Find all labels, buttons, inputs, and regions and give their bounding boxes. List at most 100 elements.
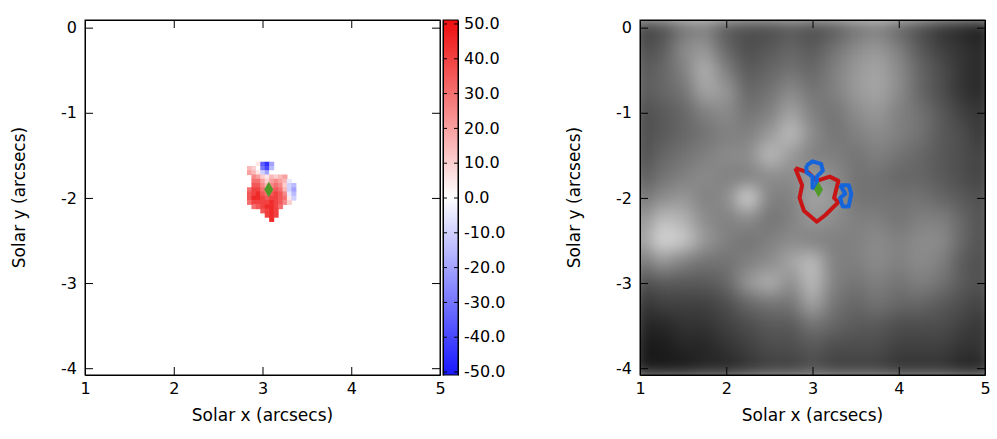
image-cell [866,187,888,209]
image-cell [651,60,673,82]
x-tick-mark [174,367,175,375]
y-tick: -2 [616,189,648,208]
y-tick-label: -2 [616,189,632,208]
y-tick: -4 [616,359,648,378]
image-cell [953,81,975,103]
image-cell [974,209,985,231]
plot-area [640,20,985,375]
image-cell [759,209,781,231]
image-cell [931,81,953,103]
image-cell [931,336,953,358]
colorbar-tick-mark [454,302,458,303]
image-cell [910,60,932,82]
colorbar-tick-left [443,372,447,373]
image-cell [672,20,694,39]
image-cell [715,81,737,103]
colorbar-tick-left-mark [443,128,447,129]
image-cell [931,358,953,375]
image-cell [823,145,845,167]
image-cell [931,38,953,60]
x-axis-line [86,375,441,376]
image-cell [845,102,867,124]
y-tick-mark [85,28,93,29]
image-cell [974,102,985,124]
image-cell [953,102,975,124]
image-cell [802,251,824,273]
image-cell [823,230,845,252]
colorbar-tick-label: 40.0 [464,49,500,68]
image-cell [672,230,694,252]
image-cell [845,123,867,145]
heatmap-cell [274,204,279,209]
image-cell [759,20,781,39]
heatmap-cell [260,175,265,180]
image-cell [651,336,673,358]
colorbar-tick-label: -30.0 [464,293,505,312]
image-cell [931,315,953,337]
image-cell [953,123,975,145]
image-cell [759,187,781,209]
heatmap-cell [278,200,283,205]
image-cell [640,336,651,358]
y-tick: -3 [61,274,93,293]
colorbar-tick-left [443,93,447,94]
image-cell [845,315,867,337]
heatmap-cell [265,162,270,167]
heatmap-cell [256,200,261,205]
colorbar-tick: 30.0 [454,84,500,103]
y-tick: -2 [61,189,93,208]
image-cell [953,187,975,209]
image-cell [780,60,802,82]
heatmap-cell [265,200,270,205]
heatmap-cell [260,166,265,171]
heatmap-cell [269,217,274,222]
image-cell [737,336,759,358]
image-cell [888,60,910,82]
image-cell [780,145,802,167]
image-cell [672,358,694,375]
image-cell [715,336,737,358]
y-tick-right-mark [432,28,440,29]
heatmap-cell [256,166,261,171]
image-cell [888,123,910,145]
image-cell [737,187,759,209]
y-axis: 0-1-2-3-4 [61,18,93,378]
image-cell [845,251,867,273]
x-tick-top [813,20,814,28]
heatmap-cell [291,192,296,197]
image-cell [737,81,759,103]
image-cell [888,294,910,316]
image-cell [866,294,888,316]
image-cell [640,81,651,103]
x-tick: 3 [808,367,818,398]
x-tick-mark [899,367,900,375]
colorbar-tick-mark [454,58,458,59]
image-cell [780,81,802,103]
image-cell [845,230,867,252]
image-cell [759,102,781,124]
x-tick-top [174,20,175,28]
heatmap-cell [291,196,296,201]
plot-frame [640,20,985,375]
y-tick-label: 0 [67,18,77,37]
x-tick: 3 [258,367,268,398]
x-tick: 4 [347,367,357,398]
image-cell [640,187,651,209]
x-tick-label: 4 [894,379,904,398]
heatmap-cell [269,170,274,175]
heatmap-cell [274,179,279,184]
colorbar-tick-left-mark [443,267,447,268]
colorbar-ramp [443,20,458,375]
image-cell [931,294,953,316]
x-tick: 2 [722,367,732,398]
image-cell [802,60,824,82]
image-cell [866,315,888,337]
colorbar-tick-left [443,337,447,338]
image-cell [845,60,867,82]
colorbar-tick-label: -20.0 [464,258,505,277]
image-cell [845,145,867,167]
image-cell [974,123,985,145]
image-cell [931,251,953,273]
colorbar: 50.040.030.020.010.00.0-10.0-20.0-30.0-4… [443,14,505,381]
colorbar-tick: -20.0 [454,258,505,277]
